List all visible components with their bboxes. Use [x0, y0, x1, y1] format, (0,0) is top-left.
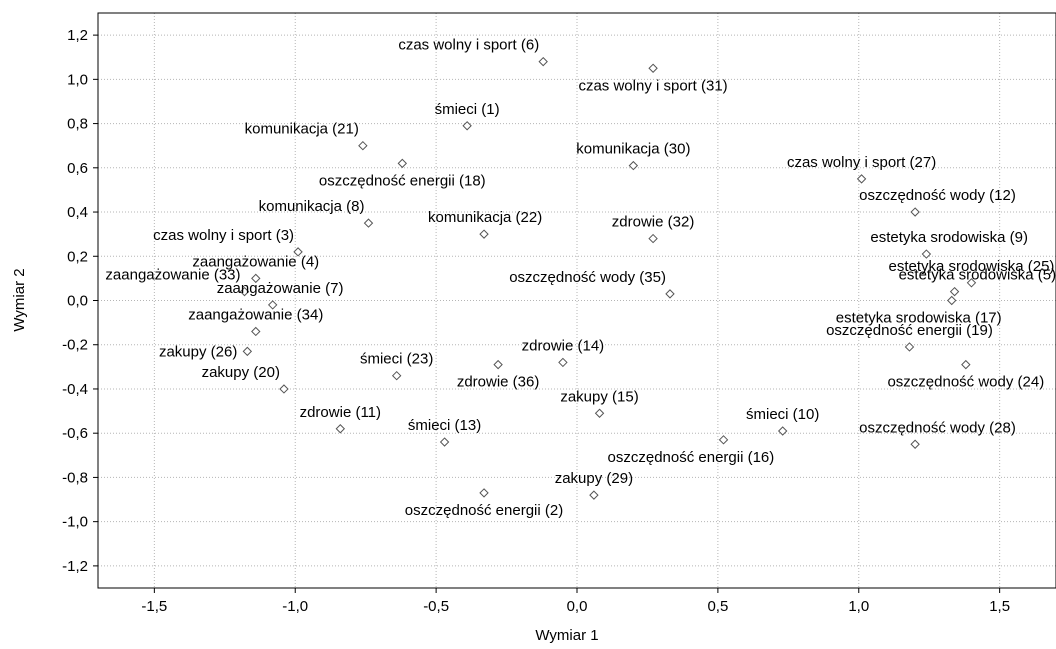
data-point-marker — [280, 385, 288, 393]
data-point-marker — [539, 58, 547, 66]
data-point-label: zdrowie (11) — [300, 404, 381, 421]
data-point-marker — [779, 427, 787, 435]
data-point-label: oszczędność wody (24) — [887, 374, 1044, 391]
plot-area-frame — [98, 13, 1056, 588]
data-point-label: oszczędność wody (35) — [509, 269, 666, 286]
y-tick-label: -0,6 — [62, 425, 88, 442]
data-point-label: oszczędność wody (28) — [859, 419, 1016, 436]
data-point-label: estetyka srodowiska (5) — [899, 267, 1056, 284]
data-point-label: czas wolny i sport (31) — [578, 77, 727, 94]
data-point-label: oszczędność energii (19) — [826, 322, 993, 339]
y-tick-label: 0,6 — [67, 160, 88, 177]
data-point-marker — [962, 361, 970, 369]
x-tick-label: 1,5 — [989, 598, 1010, 615]
data-point-marker — [336, 425, 344, 433]
data-point-label: zdrowie (36) — [457, 374, 540, 391]
data-point-label: zdrowie (32) — [612, 214, 695, 231]
data-point-marker — [720, 436, 728, 444]
data-point-marker — [359, 142, 367, 150]
x-axis: -1,5 -1,0 -0,5 0,0 0,5 1,0 1,5 — [141, 588, 1010, 615]
data-point-label: komunikacja (21) — [245, 121, 359, 138]
y-tick-label: 1,2 — [67, 27, 88, 44]
y-tick-label: -0,2 — [62, 337, 88, 354]
data-point-label: oszczędność energii (16) — [608, 449, 775, 466]
y-tick-label: -1,0 — [62, 514, 88, 531]
data-point-label: oszczędność energii (2) — [405, 502, 563, 519]
data-point-label: zakupy (15) — [560, 388, 638, 405]
data-point-label: zaangażowanie (7) — [217, 280, 344, 297]
data-point-label: czas wolny i sport (27) — [787, 154, 936, 171]
data-point-label: komunikacja (22) — [428, 209, 542, 226]
data-point-marker — [480, 489, 488, 497]
data-point-marker — [252, 327, 260, 335]
data-point-marker — [590, 491, 598, 499]
data-point-label: estetyka srodowiska (9) — [870, 229, 1028, 246]
data-point-label: komunikacja (30) — [576, 141, 690, 158]
data-point-label: zaangażowanie (34) — [188, 306, 323, 323]
data-point-label: śmieci (13) — [408, 417, 481, 434]
data-point-marker — [948, 297, 956, 305]
y-tick-label: 0,8 — [67, 116, 88, 133]
y-tick-label: -0,8 — [62, 469, 88, 486]
data-point-marker — [596, 409, 604, 417]
data-point-marker — [911, 440, 919, 448]
data-point-label: czas wolny i sport (3) — [153, 227, 294, 244]
data-point-marker — [559, 358, 567, 366]
x-tick-label: -1,5 — [141, 598, 167, 615]
data-point-label: śmieci (10) — [746, 406, 819, 423]
data-point-marker — [649, 64, 657, 72]
y-tick-label: 1,0 — [67, 71, 88, 88]
data-point-label: komunikacja (8) — [259, 198, 365, 215]
grid-lines — [98, 13, 1056, 588]
x-tick-label: -0,5 — [423, 598, 449, 615]
data-point-label: zdrowie (14) — [522, 337, 605, 354]
x-tick-label: 1,0 — [848, 598, 869, 615]
y-tick-label: 0,0 — [67, 293, 88, 310]
data-point-label: oszczędność wody (12) — [859, 187, 1016, 204]
data-point-label: zakupy (29) — [555, 470, 633, 487]
data-point-label: śmieci (23) — [360, 351, 433, 368]
data-points: czas wolny i sport (6) czas wolny i sport… — [105, 37, 1056, 519]
y-tick-label: 0,4 — [67, 204, 88, 221]
y-tick-label: -0,4 — [62, 381, 88, 398]
data-point-label: zakupy (26) — [159, 343, 237, 360]
data-point-marker — [243, 347, 251, 355]
data-point-marker — [951, 288, 959, 296]
data-point-marker — [905, 343, 913, 351]
y-axis-title: Wymiar 2 — [11, 268, 28, 331]
data-point-marker — [393, 372, 401, 380]
data-point-label: zakupy (20) — [202, 364, 280, 381]
data-point-marker — [364, 219, 372, 227]
data-point-label: śmieci (1) — [435, 101, 500, 118]
y-tick-label: -1,2 — [62, 558, 88, 575]
data-point-marker — [494, 361, 502, 369]
x-tick-label: -1,0 — [282, 598, 308, 615]
data-point-marker — [480, 230, 488, 238]
data-point-marker — [463, 122, 471, 130]
data-point-marker — [441, 438, 449, 446]
data-point-label: oszczędność energii (18) — [319, 172, 486, 189]
data-point-marker — [911, 208, 919, 216]
data-point-marker — [629, 162, 637, 170]
x-axis-title: Wymiar 1 — [535, 627, 598, 644]
data-point-marker — [649, 235, 657, 243]
data-point-label: czas wolny i sport (6) — [398, 37, 539, 54]
x-tick-label: 0,5 — [707, 598, 728, 615]
x-tick-label: 0,0 — [567, 598, 588, 615]
y-axis: 1,2 1,0 0,8 0,6 0,4 0,2 0,0 -0,2 -0,4 -0,6 -0,8 -1,… — [62, 27, 98, 575]
data-point-marker — [398, 159, 406, 167]
y-tick-label: 0,2 — [67, 248, 88, 265]
data-point-marker — [666, 290, 674, 298]
